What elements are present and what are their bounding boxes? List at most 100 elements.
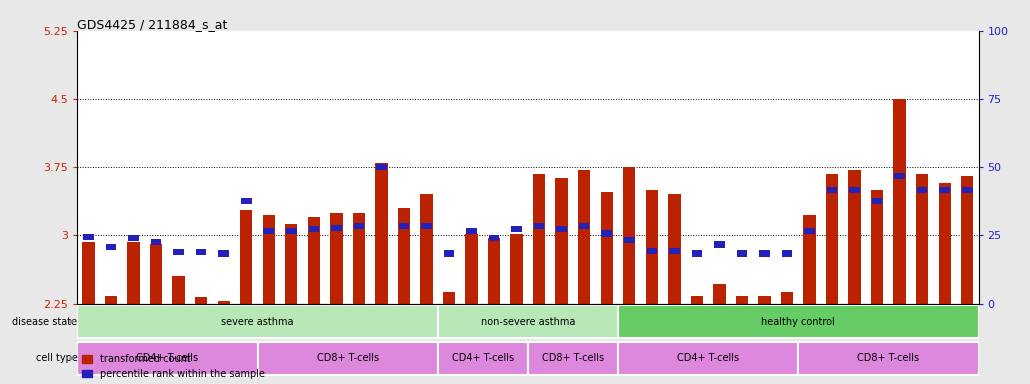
Bar: [488, 238, 501, 304]
Bar: [443, 292, 455, 304]
Bar: [309, 226, 319, 232]
Bar: [527, 342, 618, 374]
Text: CD4+ T-cells: CD4+ T-cells: [677, 353, 740, 363]
Bar: [331, 213, 343, 304]
Bar: [240, 210, 252, 304]
Bar: [939, 187, 950, 193]
Text: GDS4425 / 211884_s_at: GDS4425 / 211884_s_at: [77, 18, 228, 31]
Bar: [264, 228, 274, 234]
Bar: [578, 170, 590, 304]
Bar: [579, 223, 589, 229]
Bar: [195, 297, 207, 304]
Bar: [83, 234, 94, 240]
Bar: [736, 250, 747, 257]
Bar: [893, 99, 905, 304]
Bar: [803, 215, 816, 304]
Bar: [962, 187, 972, 193]
Bar: [467, 228, 477, 234]
Bar: [798, 342, 978, 374]
Bar: [961, 176, 973, 304]
Bar: [623, 167, 636, 304]
Bar: [128, 242, 140, 304]
Bar: [618, 305, 978, 338]
Bar: [618, 342, 798, 374]
Bar: [173, 248, 184, 255]
Bar: [376, 164, 386, 170]
Bar: [308, 217, 320, 304]
Bar: [533, 174, 545, 304]
Bar: [421, 223, 432, 229]
Bar: [894, 173, 905, 179]
Bar: [850, 187, 860, 193]
Bar: [555, 178, 568, 304]
Bar: [106, 244, 116, 250]
Text: CD4+ T-cells: CD4+ T-cells: [452, 353, 514, 363]
Bar: [714, 241, 725, 248]
Text: disease state: disease state: [12, 317, 77, 327]
Bar: [916, 174, 928, 304]
Bar: [781, 292, 793, 304]
Bar: [917, 187, 927, 193]
Bar: [691, 296, 703, 304]
Bar: [827, 187, 837, 193]
Bar: [466, 233, 478, 304]
Bar: [353, 223, 365, 229]
Bar: [600, 192, 613, 304]
Bar: [217, 301, 230, 304]
Bar: [150, 238, 162, 245]
Bar: [420, 194, 433, 304]
Text: CD4+ T-cells: CD4+ T-cells: [136, 353, 199, 363]
Bar: [438, 305, 618, 338]
Bar: [511, 233, 523, 304]
Bar: [646, 190, 658, 304]
Bar: [398, 208, 410, 304]
Bar: [489, 235, 500, 241]
Text: non-severe asthma: non-severe asthma: [481, 317, 575, 327]
Bar: [218, 250, 229, 257]
Bar: [804, 228, 815, 234]
Bar: [129, 235, 139, 241]
Bar: [782, 250, 792, 257]
Text: CD8+ T-cells: CD8+ T-cells: [316, 353, 379, 363]
Bar: [668, 194, 681, 304]
Bar: [826, 174, 838, 304]
Bar: [602, 230, 612, 237]
Bar: [196, 248, 206, 255]
Bar: [444, 250, 454, 257]
Text: CD8+ T-cells: CD8+ T-cells: [857, 353, 920, 363]
Bar: [286, 228, 297, 234]
Bar: [871, 198, 883, 204]
Bar: [647, 248, 657, 254]
Bar: [285, 224, 298, 304]
Bar: [263, 215, 275, 304]
Bar: [534, 223, 545, 229]
Bar: [77, 342, 258, 374]
Bar: [438, 342, 527, 374]
Bar: [375, 162, 387, 304]
Legend: transformed count, percentile rank within the sample: transformed count, percentile rank withi…: [82, 354, 265, 379]
Bar: [938, 183, 951, 304]
Bar: [713, 283, 725, 304]
Bar: [691, 250, 702, 257]
Bar: [82, 242, 95, 304]
Bar: [241, 198, 251, 204]
Text: healthy control: healthy control: [761, 317, 835, 327]
Bar: [849, 170, 861, 304]
Text: CD8+ T-cells: CD8+ T-cells: [542, 353, 604, 363]
Bar: [624, 237, 634, 243]
Bar: [150, 245, 163, 304]
Bar: [172, 276, 184, 304]
Bar: [735, 296, 748, 304]
Bar: [258, 342, 438, 374]
Bar: [352, 213, 365, 304]
Text: severe asthma: severe asthma: [221, 317, 294, 327]
Bar: [511, 226, 522, 232]
Bar: [331, 225, 342, 231]
Bar: [759, 250, 769, 257]
Bar: [399, 223, 409, 229]
Bar: [871, 190, 884, 304]
Bar: [105, 296, 117, 304]
Bar: [77, 305, 438, 338]
Bar: [758, 296, 770, 304]
Bar: [670, 248, 680, 254]
